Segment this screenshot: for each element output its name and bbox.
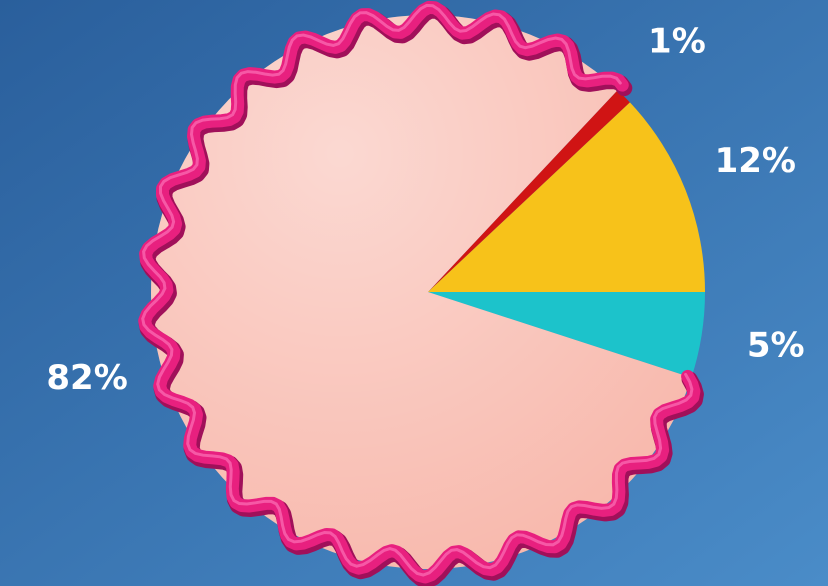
data-label: 5%	[747, 326, 805, 366]
data-label: 1%	[648, 22, 706, 62]
data-label: 82%	[46, 358, 127, 398]
pie-slice	[428, 292, 705, 378]
slice-shine	[150, 14, 692, 569]
pie-slice	[428, 90, 630, 293]
data-label: 12%	[715, 141, 796, 181]
pie-slice	[428, 102, 705, 292]
pie	[138, 0, 705, 586]
wavy-rim-highlight	[141, 3, 694, 577]
